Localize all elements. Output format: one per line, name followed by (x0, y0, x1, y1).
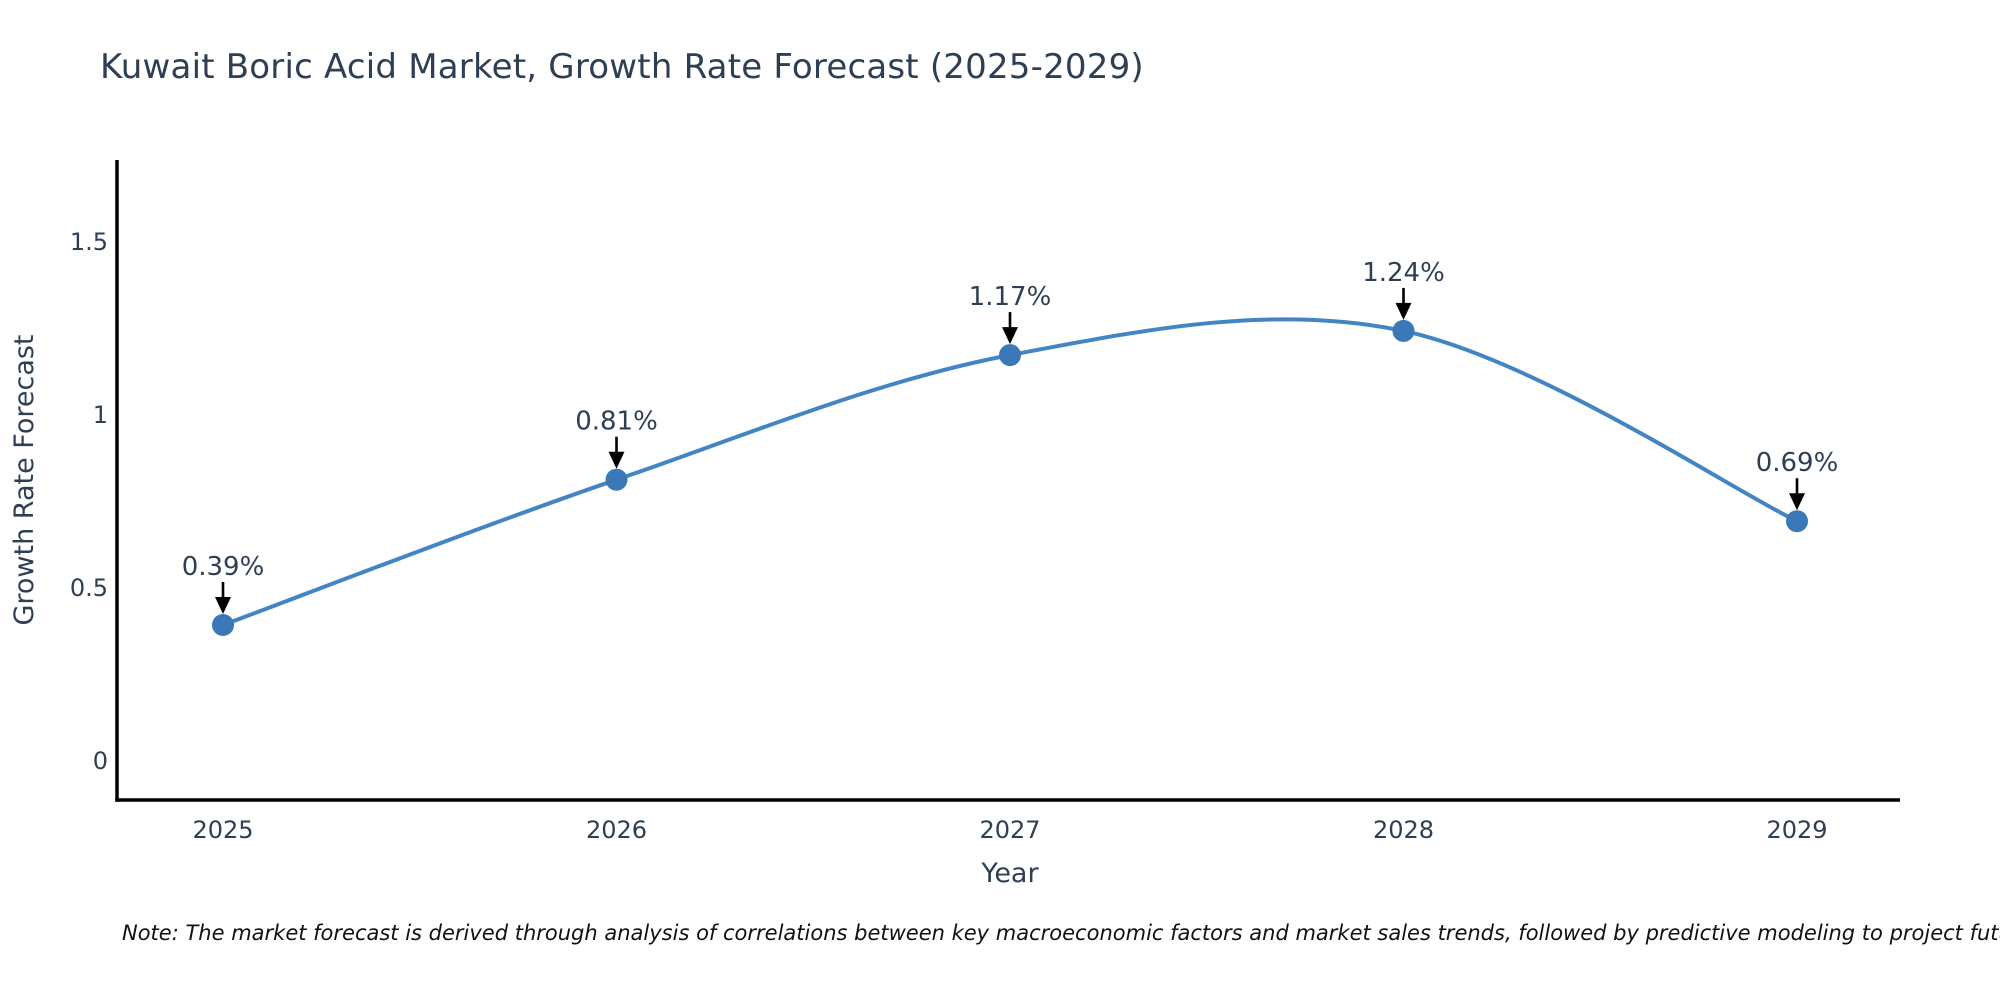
data-point-marker[interactable] (1392, 319, 1415, 342)
data-point-marker[interactable] (1786, 510, 1808, 533)
y-tick-label: 0 (93, 747, 108, 775)
x-tick-label: 2027 (979, 816, 1040, 844)
annotation-arrowhead (608, 451, 625, 469)
y-tick-label: 1.5 (70, 228, 108, 256)
point-value-label: 0.81% (575, 407, 658, 437)
point-value-label: 1.17% (969, 282, 1052, 312)
annotation-arrowhead (1002, 327, 1018, 345)
y-axis-title: Growth Rate Forecast (9, 334, 40, 625)
x-tick-label: 2026 (586, 816, 647, 844)
y-tick-label: 0.5 (70, 574, 108, 602)
point-value-label: 1.24% (1362, 258, 1445, 288)
x-tick-label: 2025 (192, 816, 253, 844)
annotation-arrowhead (1395, 302, 1412, 320)
chart-title: Kuwait Boric Acid Market, Growth Rate Fo… (100, 47, 1144, 87)
point-value-label: 0.69% (1756, 448, 1839, 478)
y-tick-label: 1 (93, 401, 108, 429)
data-point-marker[interactable] (999, 344, 1021, 367)
x-tick-label: 2028 (1373, 816, 1434, 844)
annotation-arrowhead (1789, 493, 1805, 511)
data-point-marker[interactable] (605, 468, 628, 491)
x-axis-title: Year (980, 858, 1039, 889)
annotation-arrowhead (215, 597, 231, 614)
x-tick-label: 2029 (1766, 816, 1827, 844)
data-point-marker[interactable] (212, 614, 234, 636)
footnote: Note: The market forecast is derived thr… (122, 921, 2000, 945)
point-value-label: 0.39% (182, 552, 265, 582)
